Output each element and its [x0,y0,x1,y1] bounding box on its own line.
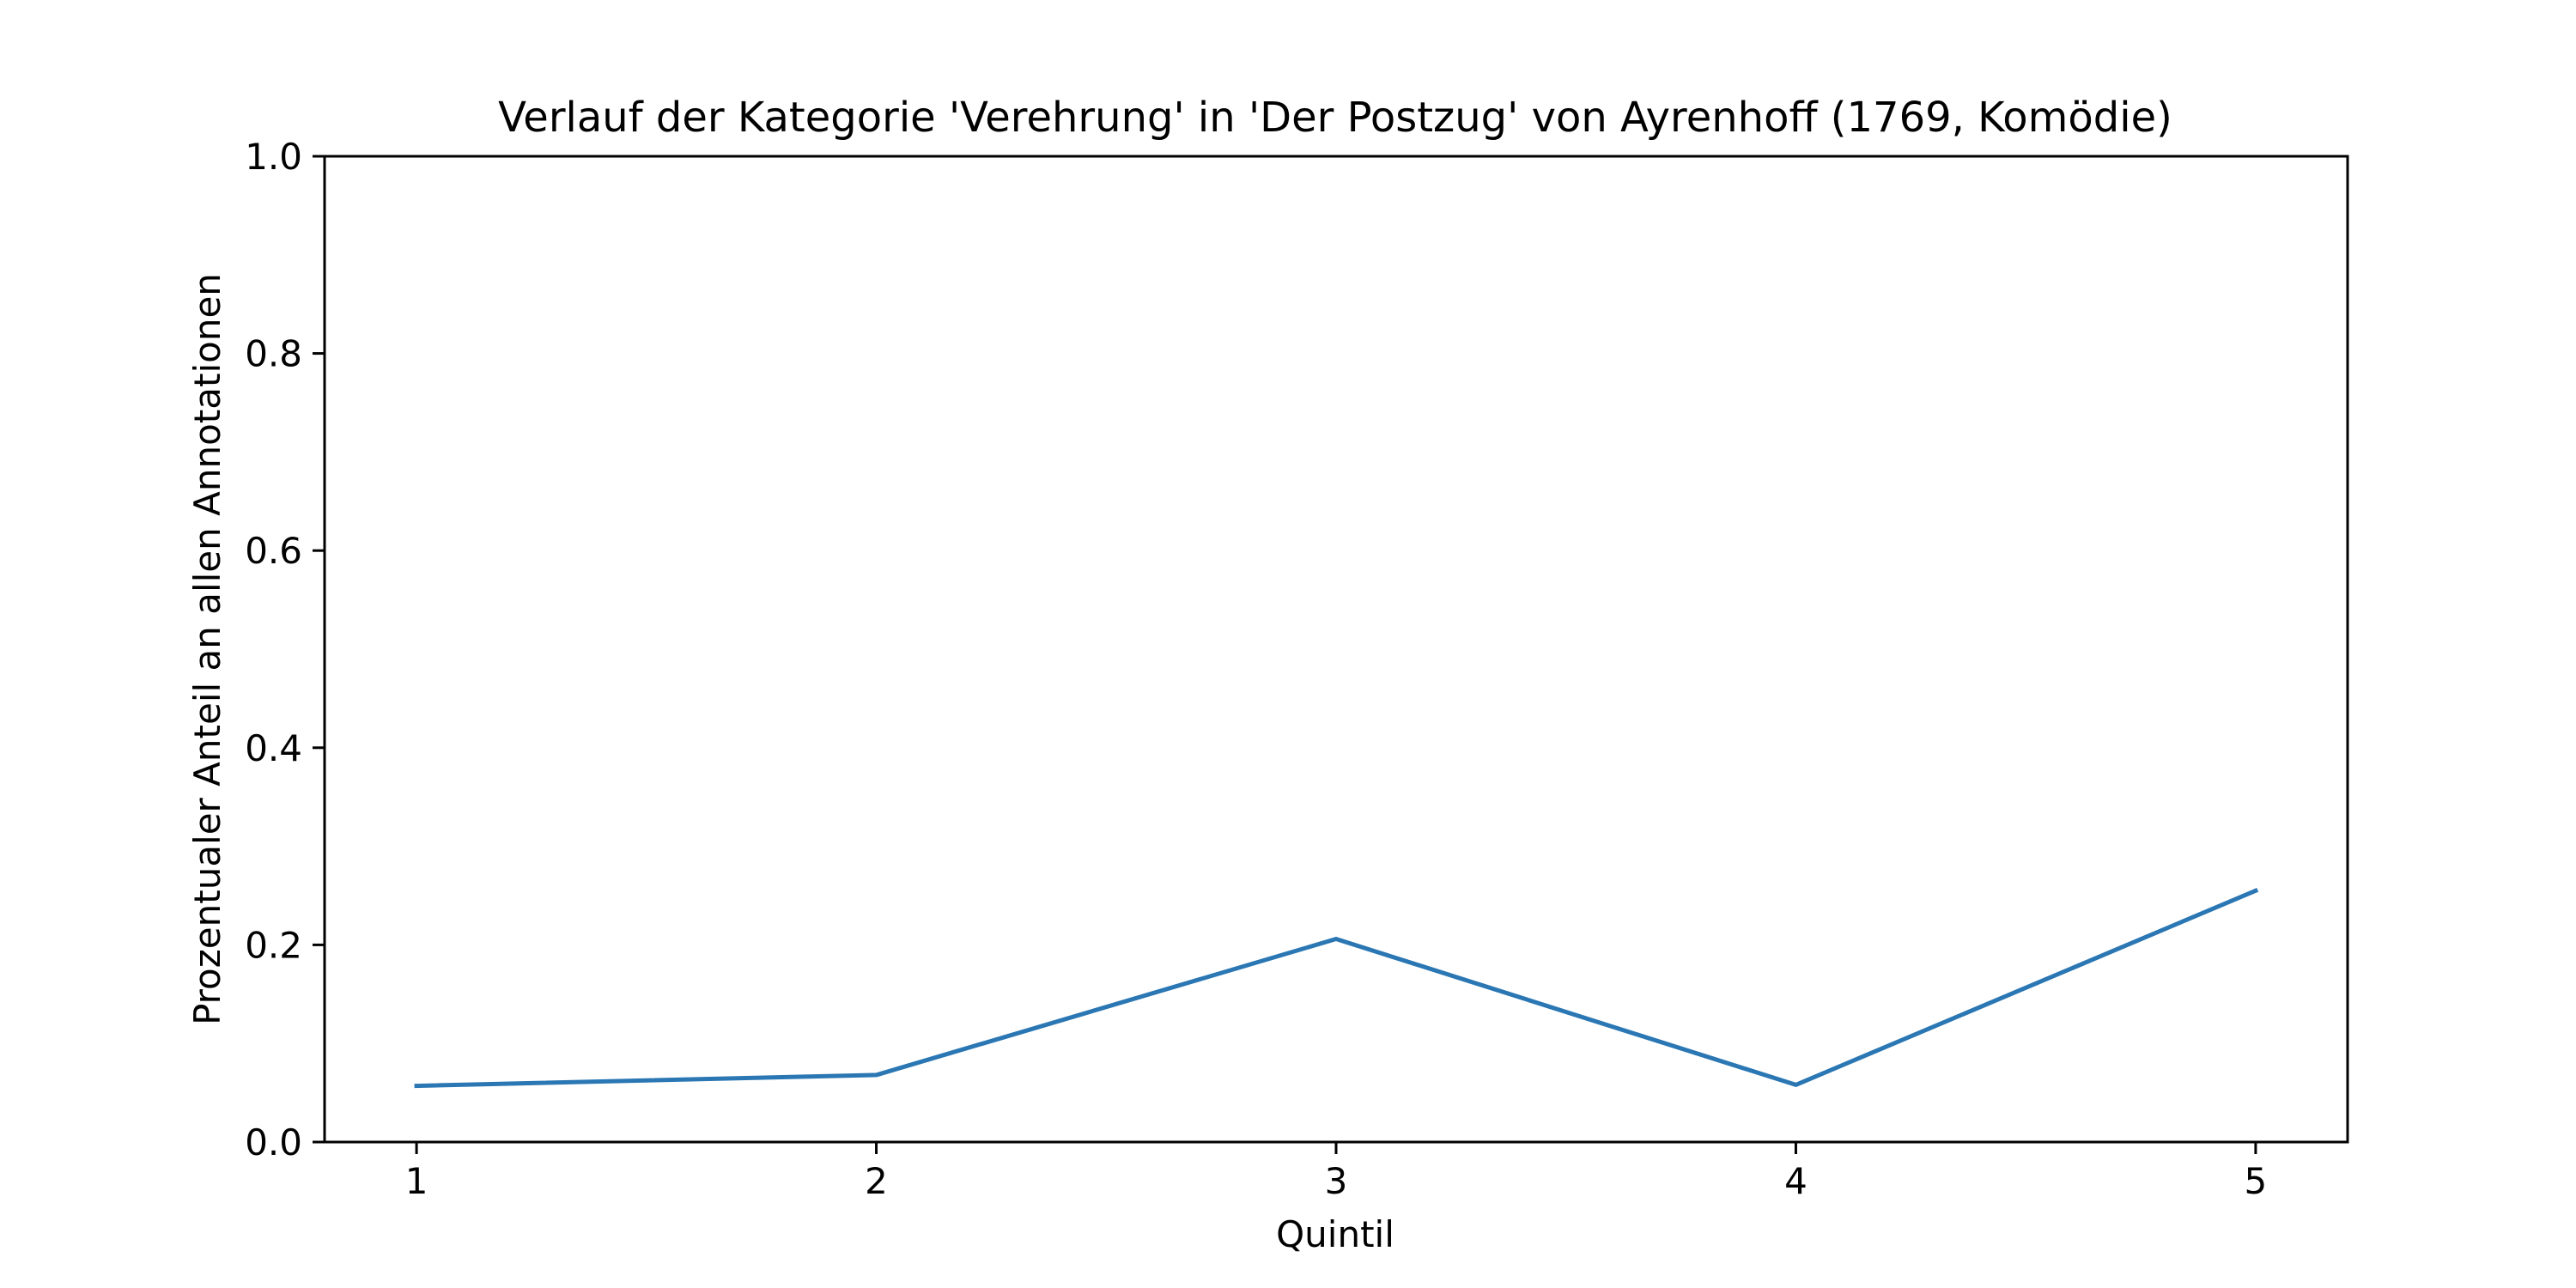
x-tick-label: 4 [1784,1160,1807,1202]
y-tick-label: 1.0 [245,136,302,178]
x-axis-label: Quintil [1276,1213,1394,1255]
y-axis-label: Prozentualer Anteil an allen Annotatione… [186,273,228,1025]
y-tick-label: 0.4 [245,727,302,769]
x-tick-label: 2 [865,1160,888,1202]
y-tick-label: 0.0 [245,1121,302,1163]
x-tick-label: 5 [2245,1160,2268,1202]
y-tick-label: 0.8 [245,333,302,375]
y-tick-label: 0.2 [245,924,302,966]
x-tick-label: 1 [405,1160,428,1202]
y-axis-ticks: 0.0 0.2 0.4 0.6 0.8 1.0 [245,136,325,1163]
y-tick-label: 0.6 [245,530,302,572]
series-layer [414,887,2259,1089]
x-tick-label: 3 [1325,1160,1348,1202]
x-axis-ticks: 1 2 3 4 5 [405,1142,2268,1202]
chart-title: Verlauf der Kategorie 'Verehrung' in 'De… [498,94,2172,142]
